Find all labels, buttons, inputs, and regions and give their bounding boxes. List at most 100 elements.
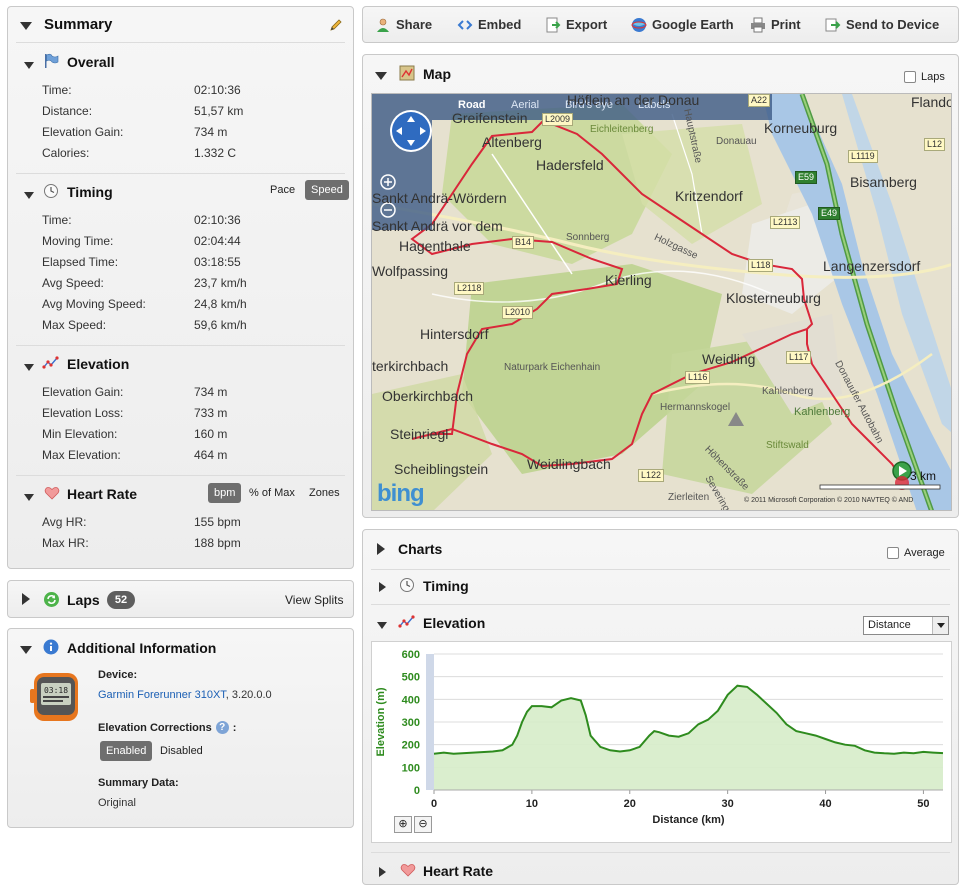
laps-checkbox-row: Laps	[904, 71, 945, 83]
laps-count-badge: 52	[107, 591, 135, 609]
avg-speed-label: Avg Speed:	[42, 276, 104, 290]
place-weidlingbach: Weidlingbach	[527, 456, 611, 472]
share-label: Share	[396, 17, 433, 32]
road-l2010: L2010	[502, 306, 534, 319]
chart-zoom-out-icon[interactable]: ⊖	[414, 816, 432, 833]
heart-rate-chart-toggle[interactable]	[379, 866, 386, 880]
map-tab-road[interactable]: Road	[458, 99, 486, 111]
map-copyright: © 2011 Microsoft Corporation © 2010 NAVT…	[744, 497, 914, 504]
export-icon	[545, 17, 561, 33]
share-icon	[375, 17, 391, 33]
chart-zoom-in-icon[interactable]: ⊕	[394, 816, 412, 833]
average-checkbox-row: Average	[887, 547, 945, 559]
export-button[interactable]: Export	[545, 15, 607, 35]
map-collapse-toggle[interactable]	[375, 69, 387, 83]
edit-pencil-icon[interactable]	[328, 17, 344, 36]
place-kritzendorf: Kritzendorf	[675, 188, 743, 204]
timing-time-value: 02:10:36	[194, 213, 241, 227]
zoom-in-icon[interactable]	[374, 168, 402, 188]
x-axis-select[interactable]: Distance	[863, 616, 949, 635]
additional-info-title: Additional Information	[67, 640, 217, 656]
moving-time-value: 02:04:44	[194, 234, 241, 248]
share-button[interactable]: Share	[375, 15, 432, 35]
elevation-chart-area: 0 100 200 300 400 500 600 0 10 20 30 40 50 Distance (…	[371, 641, 952, 843]
globe-icon	[631, 17, 647, 33]
place-steinriegl: Steinriegl	[390, 426, 449, 442]
device-name-link[interactable]: Garmin Forerunner 310XT	[98, 689, 226, 701]
elevation-corrections-disabled[interactable]: Disabled	[160, 745, 203, 757]
device-watch-image: 03:18	[28, 669, 84, 728]
info-icon	[43, 639, 59, 658]
bpm-toggle[interactable]: bpm	[208, 483, 242, 503]
summary-collapse-toggle[interactable]	[20, 19, 32, 33]
elevation-toggle[interactable]	[24, 360, 34, 374]
overall-elevation-gain-value: 734 m	[194, 125, 228, 139]
map-tab-birds-eye[interactable]: Bird's eye	[565, 99, 613, 111]
place-stiftswald: Stiftswald	[766, 440, 809, 451]
map-tab-aerial[interactable]: Aerial	[511, 99, 540, 111]
pan-control-icon[interactable]	[389, 109, 433, 153]
print-button[interactable]: Print	[750, 15, 801, 35]
place-terkirchbach: terkirchbach	[372, 358, 449, 374]
elevation-chart-svg[interactable]: 0 100 200 300 400 500 600 0 10 20 30 40 50 Distance (…	[372, 642, 951, 842]
elevation-chart-icon	[42, 355, 60, 374]
elevation-corrections-enabled[interactable]: Enabled	[100, 741, 153, 761]
average-checkbox[interactable]	[887, 547, 899, 559]
plot-left-band	[426, 654, 434, 790]
additional-info-toggle[interactable]	[20, 643, 32, 657]
moving-time-label: Moving Time:	[42, 234, 114, 248]
view-splits-link[interactable]: View Splits	[285, 593, 344, 607]
place-hagenthale: Hagenthale	[399, 238, 471, 254]
overall-elevation-gain-label: Elevation Gain:	[42, 125, 124, 139]
elevation-line	[433, 684, 944, 755]
x-tick-label: 20	[624, 798, 636, 810]
map-tab-labels[interactable]: Labels	[638, 99, 671, 111]
percent-max-toggle[interactable]: % of Max	[249, 487, 295, 499]
road-l116: L116	[685, 371, 711, 384]
place-altenberg: Altenberg	[482, 134, 542, 150]
heart-rate-toggle[interactable]	[24, 490, 34, 504]
timing-clock-icon	[399, 577, 415, 596]
charts-toggle[interactable]	[377, 543, 385, 558]
laps-title: Laps	[67, 592, 100, 608]
google-earth-label: Google Earth	[652, 17, 734, 32]
zones-toggle[interactable]: Zones	[309, 487, 340, 499]
embed-button[interactable]: Embed	[457, 15, 521, 35]
place-wolfpassing: Wolfpassing	[372, 263, 449, 279]
map-scale-label: 3 km	[910, 469, 937, 483]
map-viewport[interactable]: Road Aerial Bird's eye Labels << Höflein…	[371, 93, 952, 511]
y-tick-label: 100	[402, 762, 420, 774]
overall-distance-value: 51,57 km	[194, 104, 244, 118]
place-sonnberg: Sonnberg	[566, 232, 610, 243]
road-l12: L12	[924, 138, 946, 151]
road-e49: E49	[818, 207, 841, 220]
x-axis-select-value: Distance	[868, 619, 911, 631]
charts-panel: Charts Average Timing Elevation Distance…	[362, 529, 959, 885]
max-elev-label: Max Elevation:	[42, 448, 121, 462]
timing-chart-toggle[interactable]	[379, 581, 386, 595]
summary-panel: Summary Overall Time: 02:10:36 Distance:…	[7, 6, 354, 569]
google-earth-button[interactable]: Google Earth	[631, 15, 734, 35]
pace-toggle[interactable]: Pace	[270, 184, 296, 196]
place-naturpark: Naturpark Eichenhain	[504, 362, 601, 373]
select-arrow-icon[interactable]	[932, 617, 948, 634]
laps-checkbox[interactable]	[904, 71, 916, 83]
place-sankt-andra-2: Sankt Andrä vor dem	[372, 218, 503, 234]
place-hermannskogel: Hermannskogel	[660, 402, 731, 413]
elevation-corrections-colon: :	[232, 721, 237, 734]
overall-toggle[interactable]	[24, 58, 34, 72]
max-hr-value: 188 bpm	[194, 536, 241, 550]
send-to-device-button[interactable]: Send to Device	[825, 15, 939, 35]
map-icon	[399, 65, 415, 84]
heart-rate-chart-icon	[400, 863, 416, 880]
elapsed-time-value: 03:18:55	[194, 255, 241, 269]
place-klosterneuburg: Klosterneuburg	[726, 290, 821, 306]
road-l117: L117	[786, 351, 812, 364]
help-icon[interactable]: ?	[215, 721, 229, 734]
device-line: Garmin Forerunner 310XT, 3.20.0.0	[98, 689, 272, 701]
speed-toggle[interactable]: Speed	[305, 180, 349, 200]
elevation-chart-title: Elevation	[423, 615, 486, 631]
elevation-chart-toggle[interactable]	[377, 618, 387, 632]
timing-toggle[interactable]	[24, 188, 34, 202]
laps-expand-toggle[interactable]	[22, 593, 30, 608]
